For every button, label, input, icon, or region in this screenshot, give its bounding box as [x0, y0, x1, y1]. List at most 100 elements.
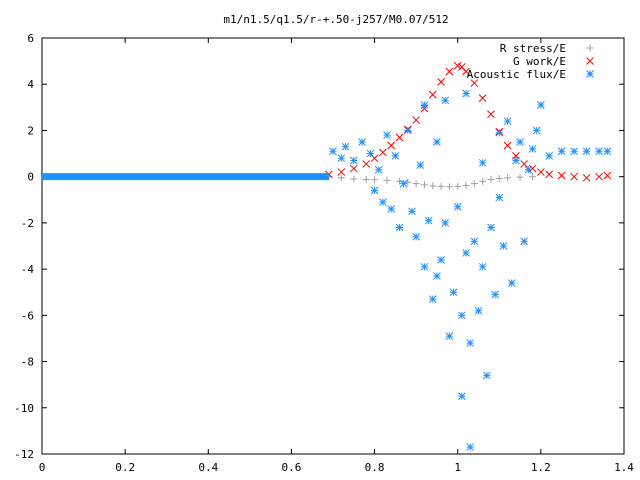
data-point [458, 311, 466, 320]
data-point [557, 171, 566, 180]
data-point [350, 175, 358, 183]
data-point [453, 202, 462, 211]
y-tick-label: 4 [27, 78, 34, 91]
data-point [470, 79, 479, 87]
data-point [408, 207, 416, 216]
data-point [495, 193, 504, 202]
data-point [445, 332, 454, 340]
data-point [449, 288, 458, 297]
data-point [445, 67, 454, 76]
x-tick-label: 1 [454, 461, 461, 474]
x-tick-label: 1.4 [614, 461, 634, 474]
data-point [383, 176, 391, 184]
data-point [341, 142, 350, 151]
data-point [437, 182, 445, 190]
data-point [362, 175, 370, 183]
data-point [470, 237, 479, 246]
data-point [362, 160, 371, 168]
data-point [582, 173, 591, 182]
data-point [387, 141, 396, 150]
y-tick-label: -10 [14, 402, 34, 415]
legend-label: Acoustic flux/E [467, 68, 566, 81]
data-point [329, 147, 337, 156]
y-tick-label: 2 [27, 124, 34, 137]
data-point [582, 147, 591, 156]
data-point [503, 141, 512, 150]
data-point [491, 290, 499, 299]
data-point [337, 154, 346, 163]
data-point [570, 172, 578, 181]
data-point [516, 173, 524, 181]
data-point [437, 256, 445, 264]
data-point [379, 198, 387, 206]
series-2 [324, 61, 612, 182]
data-point [383, 131, 391, 139]
data-point [603, 171, 612, 180]
data-point [399, 179, 408, 188]
data-point [437, 78, 445, 86]
data-point [537, 101, 545, 109]
data-point [487, 175, 495, 183]
data-point [391, 152, 400, 160]
data-point [424, 216, 433, 225]
data-point [374, 165, 383, 174]
data-point [524, 165, 533, 174]
legend-marker [586, 44, 594, 52]
data-point [482, 371, 491, 380]
legend-label: R stress/E [500, 42, 566, 55]
y-tick-label: -6 [21, 309, 34, 322]
y-tick-label: -8 [21, 356, 34, 369]
data-point [428, 295, 437, 304]
y-tick-label: -4 [21, 263, 35, 276]
data-point [474, 306, 483, 315]
x-tick-label: 0.6 [281, 461, 301, 474]
data-point [504, 174, 512, 182]
data-point [358, 138, 366, 146]
data-point [487, 223, 495, 232]
series-3 [42, 89, 612, 451]
y-tick-label: -2 [21, 217, 34, 230]
data-point [454, 182, 462, 190]
data-point [495, 128, 504, 137]
data-point [458, 392, 466, 401]
data-point [441, 96, 450, 105]
data-point [478, 158, 487, 167]
x-tick-label: 0.2 [115, 461, 135, 474]
data-point [595, 147, 603, 156]
x-tick-label: 0 [39, 461, 46, 474]
data-point [441, 219, 450, 227]
data-point [366, 149, 375, 158]
data-point [570, 147, 578, 156]
data-point [433, 138, 441, 146]
data-point [545, 170, 554, 179]
data-point [337, 168, 346, 176]
data-point [371, 176, 379, 184]
data-point [428, 90, 437, 99]
data-point [462, 181, 470, 189]
data-point [445, 183, 453, 191]
data-point [433, 272, 441, 280]
data-point [420, 101, 429, 109]
data-point [499, 242, 508, 250]
data-point [478, 262, 487, 271]
legend-marker [586, 70, 594, 78]
data-point [495, 175, 503, 183]
data-point [420, 262, 429, 271]
data-point [403, 126, 412, 135]
legend-marker [586, 57, 594, 65]
data-point [529, 173, 537, 181]
data-point [479, 177, 487, 185]
x-tick-label: 1.2 [531, 461, 551, 474]
data-point [503, 117, 512, 126]
x-tick-label: 0.8 [365, 461, 385, 474]
data-point [487, 110, 495, 119]
series-layer [42, 61, 612, 451]
data-point [395, 223, 404, 232]
data-point [462, 249, 470, 257]
data-point [429, 182, 437, 190]
y-axis: -12 -10 -8 -6 -4 -2 0 2 4 6 [14, 32, 624, 461]
data-point [370, 186, 379, 195]
y-tick-label: -12 [14, 448, 34, 461]
data-point [420, 181, 428, 189]
